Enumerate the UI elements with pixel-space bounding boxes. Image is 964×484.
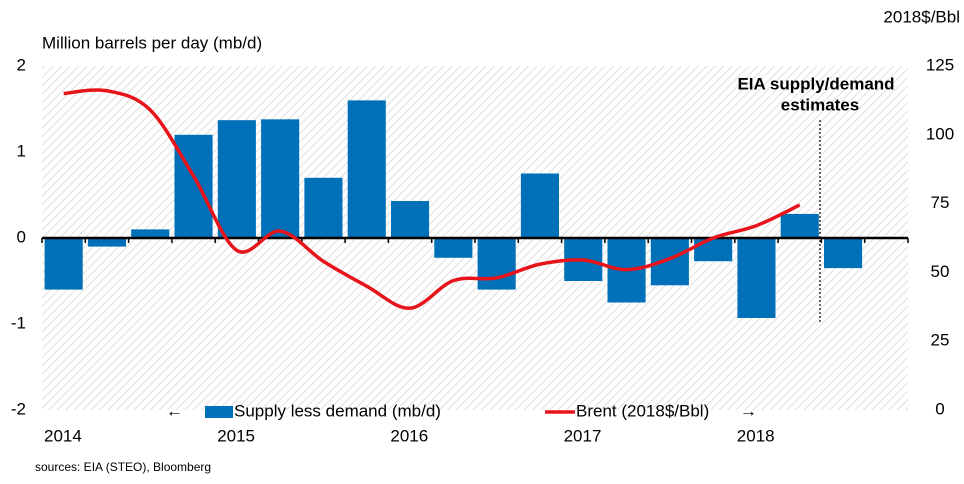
line: [63, 88, 801, 310]
y2-tick-label: 125: [926, 55, 954, 74]
bar: [737, 238, 776, 318]
bar: [87, 238, 127, 247]
source: sources: EIA (STEO), Bloomberg: [35, 460, 211, 474]
y-tick-label: -2: [11, 399, 26, 418]
bar: [44, 238, 83, 290]
y-tick-label: 0: [17, 227, 26, 246]
annotation: estimates: [781, 95, 859, 114]
x-tick-label: 2017: [564, 426, 602, 445]
bar: [477, 238, 516, 290]
y-tick-label: 2: [17, 55, 26, 74]
y2-tick-label: 100: [926, 124, 954, 143]
legend-label: Supply less demand (mb/d): [234, 401, 441, 420]
y2-axis-label: 2018$/Bbl: [883, 7, 960, 26]
bar: [390, 201, 430, 238]
x-tick-label: 2016: [390, 426, 428, 445]
legend-swatch: [205, 406, 233, 418]
bar: [434, 238, 473, 258]
y2-tick-label: 50: [931, 262, 950, 281]
bar: [261, 119, 300, 238]
y-axis-label: Million barrels per day (mb/d): [42, 33, 262, 52]
bar: [347, 100, 386, 239]
bar: [217, 120, 256, 238]
y-tick-label: -1: [11, 313, 26, 332]
x-tick-label: 2015: [217, 426, 255, 445]
y2-tick-label: 25: [931, 331, 950, 350]
bar: [131, 229, 170, 238]
legend-arrow-left: ←: [166, 401, 183, 420]
legend-arrow-right: →: [740, 401, 757, 420]
y2-tick-label: 0: [935, 399, 944, 418]
legend-label: Brent (2018$/Bbl): [576, 401, 709, 420]
bar: [694, 238, 733, 262]
bar: [780, 213, 819, 238]
y-tick-label: 1: [17, 141, 26, 160]
x-tick-label: 2018: [737, 426, 775, 445]
annotation: EIA supply/demand: [737, 74, 894, 93]
x-tick-label: 2014: [44, 426, 82, 445]
bar: [520, 173, 560, 238]
bar: [304, 177, 343, 238]
y2-tick-label: 75: [931, 193, 950, 212]
bar: [823, 238, 863, 269]
